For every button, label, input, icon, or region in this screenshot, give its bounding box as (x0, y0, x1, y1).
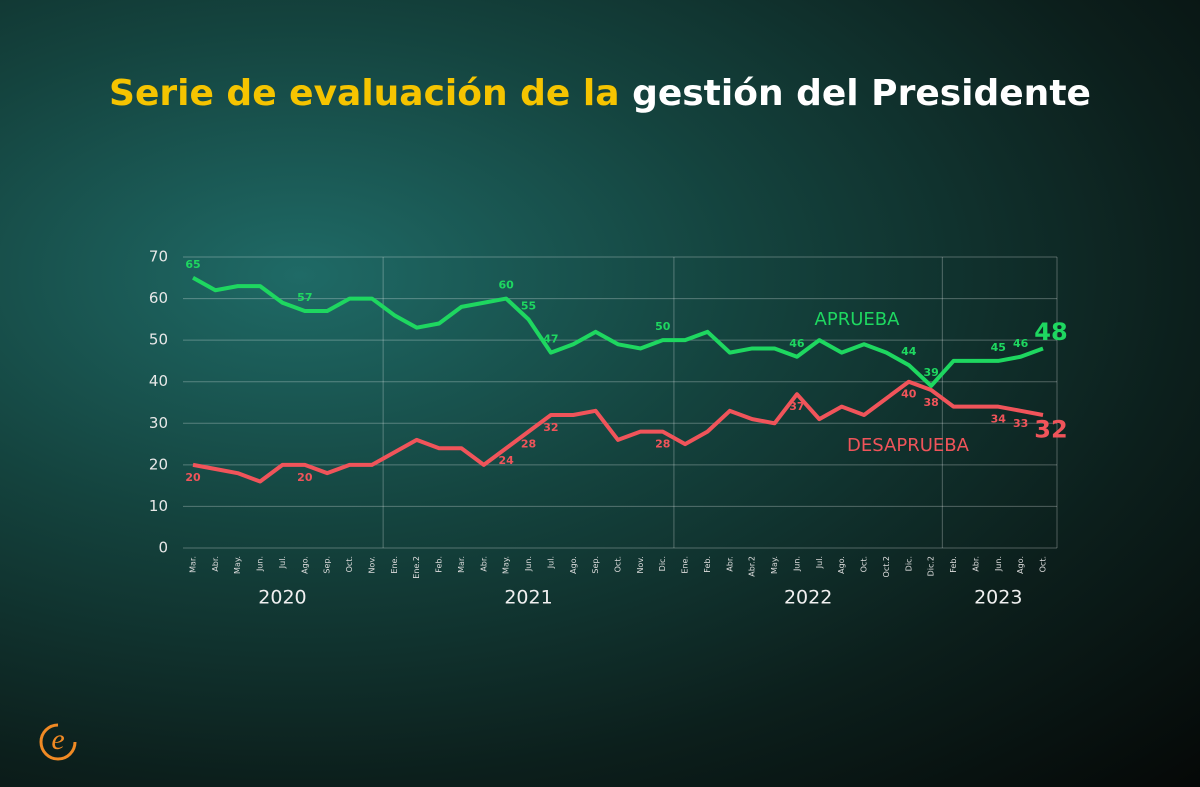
x-tick-label: Abr. (725, 556, 734, 572)
y-tick-label: 40 (149, 372, 168, 390)
data-label: 20 (185, 471, 201, 484)
data-label: 46 (789, 337, 805, 350)
x-tick-label: Mar. (457, 556, 466, 573)
data-label: 57 (297, 291, 312, 304)
data-label: 33 (1013, 417, 1028, 430)
title-part: Serie de evaluación de la (109, 73, 619, 114)
x-tick-label: Oct. (1039, 556, 1048, 572)
x-tick-label: Ago. (837, 556, 846, 574)
x-tick-label: Ene.2 (412, 556, 421, 579)
x-tick-label: Ago. (569, 556, 578, 574)
x-tick-label: May. (770, 556, 779, 574)
x-tick-label: Jun. (256, 556, 265, 572)
logo: e (39, 723, 77, 761)
data-label: 65 (185, 258, 200, 271)
x-tick-label: Oct.2 (882, 556, 891, 577)
series-line (192, 379, 1044, 484)
y-tick-label: 0 (158, 539, 168, 557)
x-tick-label: Ene. (390, 556, 399, 574)
x-tick-label: Abr. (211, 556, 220, 572)
year-label: 2023 (974, 587, 1022, 609)
x-tick-label: Feb. (435, 556, 444, 573)
x-tick-label: Oct. (345, 556, 354, 572)
data-label: 28 (655, 438, 670, 451)
data-label: 24 (499, 454, 515, 467)
x-tick-label: Jun. (524, 556, 533, 572)
x-tick-label: Nov. (636, 556, 645, 574)
x-tick-label: Sep. (323, 556, 332, 574)
year-label: 2021 (504, 587, 552, 609)
x-tick-label: Jul. (278, 556, 287, 569)
series-label: APRUEBA (815, 309, 901, 330)
y-tick-label: 60 (149, 289, 168, 307)
x-tick-label: Dic. (658, 556, 667, 571)
y-tick-label: 50 (149, 331, 168, 349)
y-tick-label: 70 (149, 248, 168, 266)
x-tick-label: Jun. (792, 556, 801, 572)
x-tick-label: Oct. (614, 556, 623, 572)
data-label: 32 (1034, 416, 1067, 444)
data-label: 48 (1034, 318, 1067, 346)
data-label: 37 (789, 400, 804, 413)
data-label: 28 (521, 438, 536, 451)
year-label: 2020 (258, 587, 306, 609)
data-label: 32 (543, 421, 558, 434)
x-tick-label: May. (502, 556, 511, 574)
y-tick-label: 20 (149, 455, 168, 473)
data-label: 34 (991, 413, 1007, 426)
data-label: 55 (521, 299, 536, 312)
data-label: 44 (901, 345, 917, 358)
x-tick-label: Mar. (189, 556, 198, 573)
chart-title: Serie de evaluación de la gestión del Pr… (109, 73, 1091, 114)
data-label: 60 (499, 279, 515, 292)
x-tick-label: Abr. (479, 556, 488, 572)
series-line (192, 276, 1044, 388)
data-label: 46 (1013, 337, 1029, 350)
data-label: 20 (297, 471, 313, 484)
data-label: 40 (901, 388, 917, 401)
x-tick-label: Oct. (860, 556, 869, 572)
data-label: 45 (991, 341, 1006, 354)
data-label: 50 (655, 320, 671, 333)
data-label: 47 (543, 333, 558, 346)
x-tick-label: Abr.2 (748, 556, 757, 577)
x-tick-label: Ago. (300, 556, 309, 574)
x-tick-label: Nov. (367, 556, 376, 574)
x-tick-label: Ago. (1016, 556, 1025, 574)
x-tick-label: Jul. (815, 556, 824, 569)
title-part: gestión del Presidente (632, 73, 1091, 114)
x-tick-label: Sep. (591, 556, 600, 574)
x-tick-label: Ene. (681, 556, 690, 574)
x-tick-label: Feb. (949, 556, 958, 573)
data-label: 39 (924, 366, 939, 379)
svg-text:e: e (51, 723, 64, 756)
x-tick-label: Feb. (703, 556, 712, 573)
x-tick-label: Dic. (904, 556, 913, 571)
series-label: DESAPRUEBA (847, 435, 970, 456)
x-tick-label: Jul. (546, 556, 555, 569)
x-tick-label: Jun. (994, 556, 1003, 572)
x-tick-label: Abr. (971, 556, 980, 572)
data-label: 38 (924, 396, 939, 409)
y-tick-label: 30 (149, 414, 168, 432)
x-tick-label: May. (233, 556, 242, 574)
x-tick-label: Dic.2 (927, 556, 936, 576)
y-tick-label: 10 (149, 497, 168, 515)
year-label: 2022 (784, 587, 832, 609)
